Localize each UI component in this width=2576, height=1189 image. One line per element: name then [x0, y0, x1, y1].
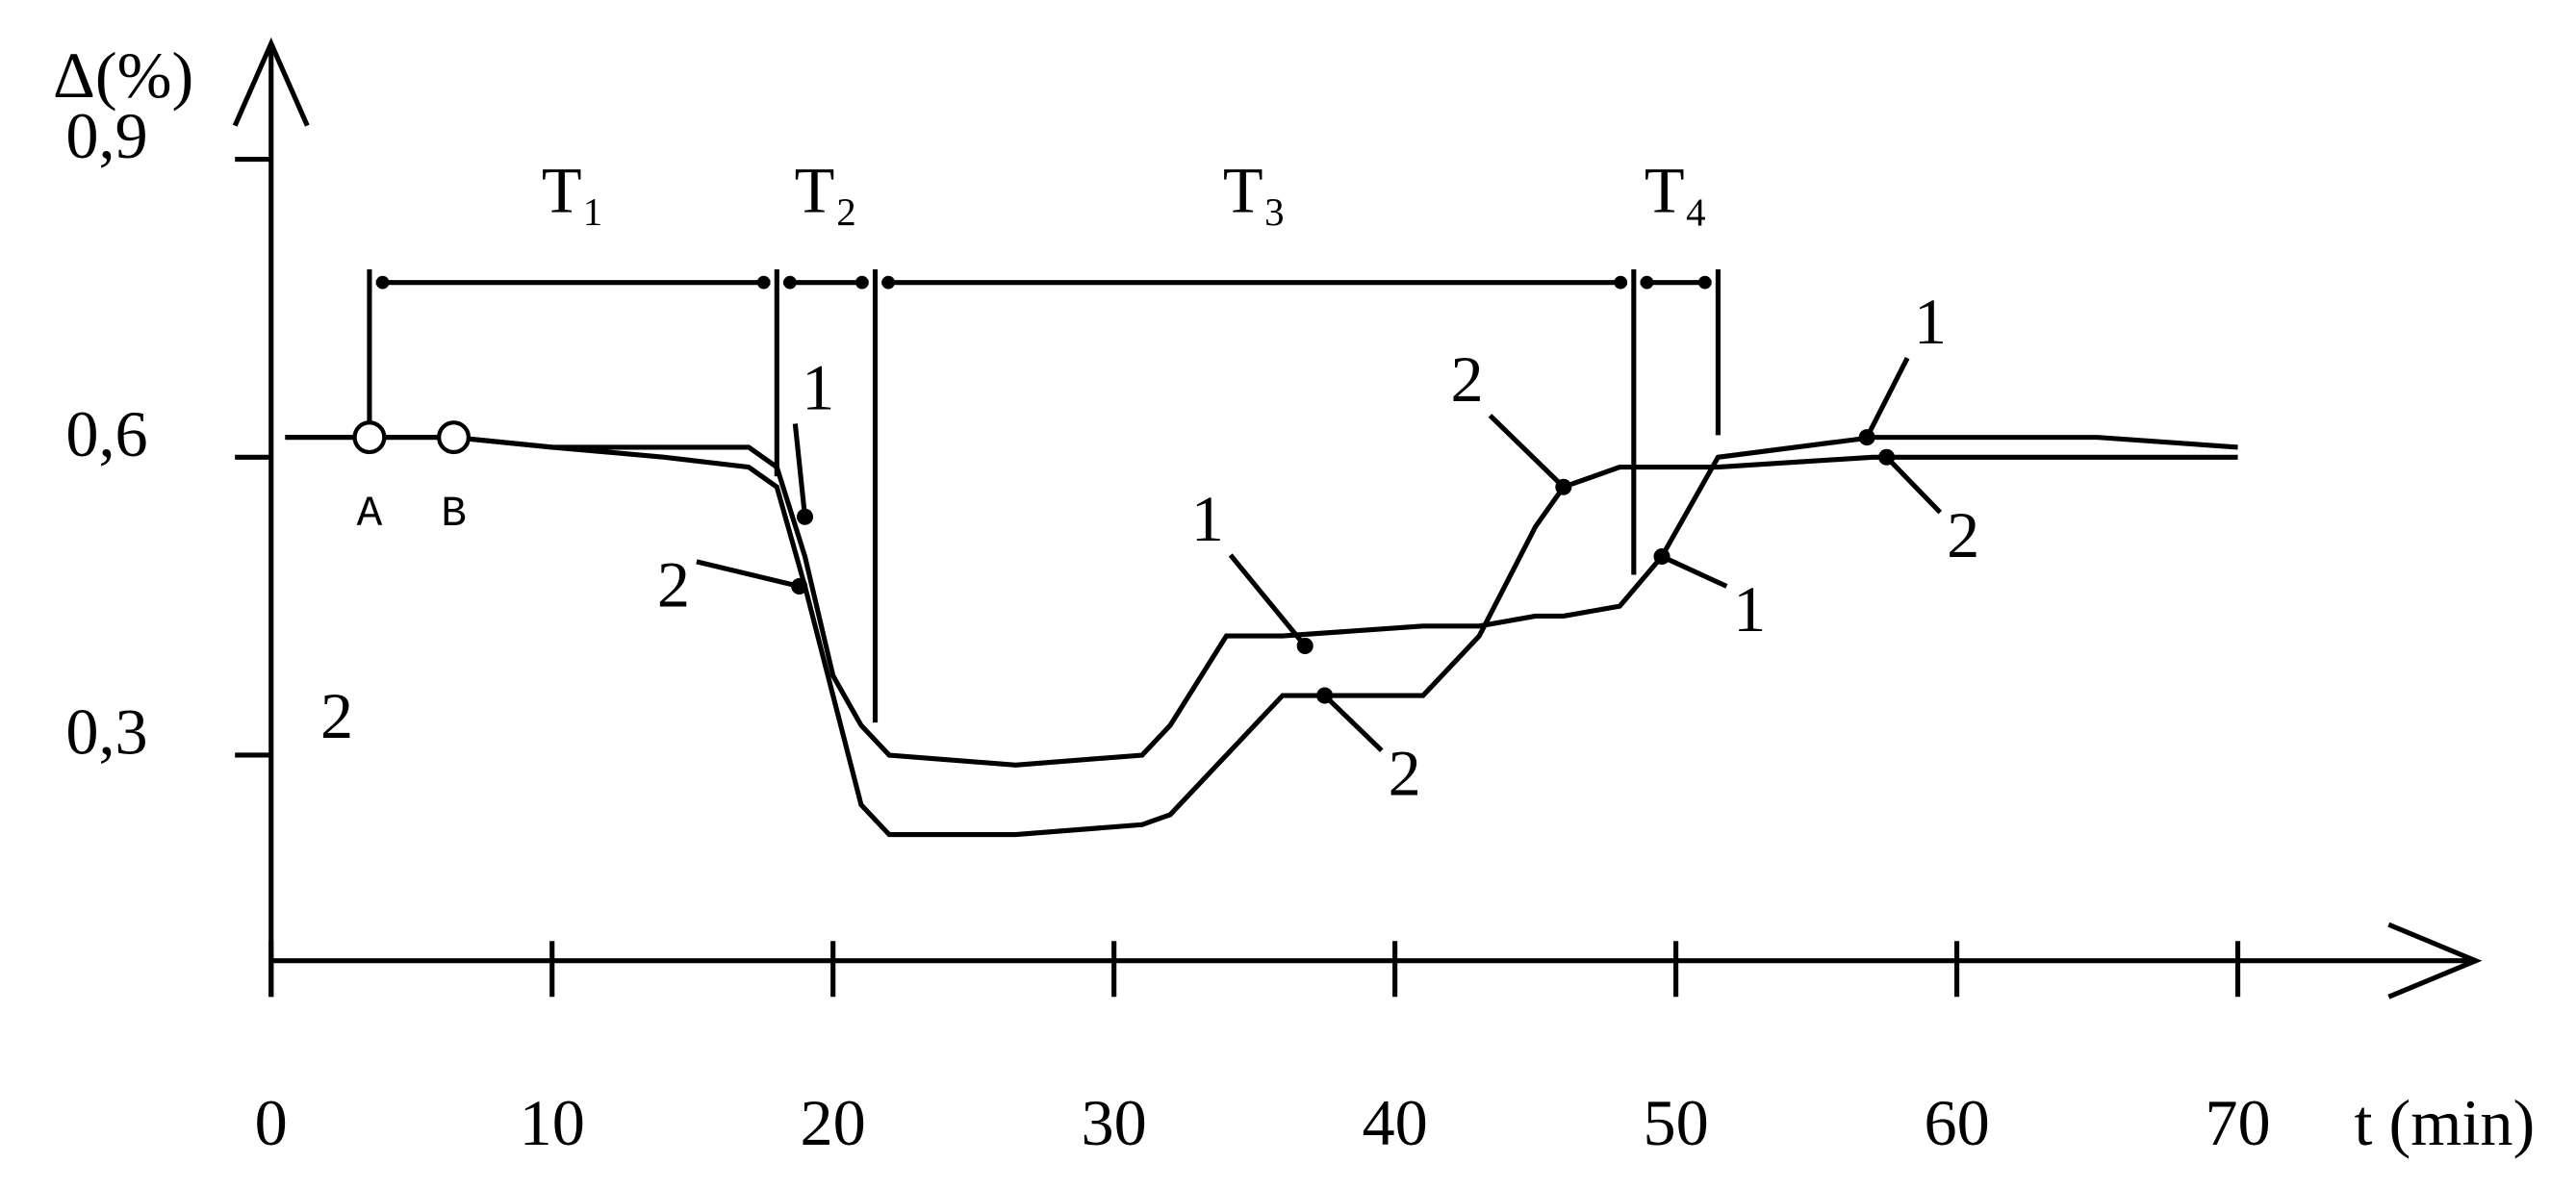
annotation-label: 2	[1947, 498, 1979, 571]
interval-end-dot	[1614, 275, 1627, 290]
annotation-point	[1653, 547, 1671, 566]
x-tick-label: 20	[801, 1086, 866, 1159]
annotation-label: 1	[1191, 482, 1224, 555]
series-line	[285, 435, 2238, 768]
annotation-point	[1316, 687, 1334, 704]
x-tick-label: 50	[1643, 1086, 1708, 1159]
annotation-label: 1	[1914, 285, 1947, 358]
interval-end-dot	[881, 275, 895, 290]
annotation-point	[791, 577, 808, 595]
annotation-leader	[1488, 414, 1566, 490]
interval-end-dot	[855, 275, 869, 290]
marker-label: A	[357, 491, 383, 539]
annotation-leader	[792, 423, 808, 518]
x-tick-label: 60	[1924, 1086, 1989, 1159]
interval-end-dot	[756, 275, 771, 290]
y-axis-label: Δ(%)	[53, 38, 193, 112]
x-tick-label: 70	[2205, 1086, 2270, 1159]
interval-end-dot	[375, 275, 390, 290]
marker	[352, 420, 387, 455]
interval-end-dot	[1697, 275, 1712, 290]
y-axis-arrow	[232, 37, 310, 127]
y-tick-label: 0,6	[65, 397, 147, 470]
interval-label: T₃	[1223, 154, 1287, 227]
x-tick-label: 0	[255, 1086, 288, 1159]
marker-label: B	[441, 491, 467, 539]
interval-label: T₄	[1645, 154, 1708, 227]
interval-label: T₂	[795, 154, 858, 227]
interval-end-dot	[783, 275, 797, 290]
x-axis-arrow	[2387, 922, 2483, 999]
annotation-label: 2	[1451, 342, 1484, 416]
annotation-leader	[1228, 553, 1308, 648]
y-tick-label: 0,9	[65, 99, 147, 172]
x-tick-label: 30	[1082, 1086, 1147, 1159]
note: 2	[320, 679, 353, 752]
annotation-point	[1555, 478, 1572, 495]
annotation-point	[796, 508, 814, 525]
annotation-point	[1858, 429, 1875, 446]
x-axis-label: t (min)	[2355, 1086, 2536, 1159]
annotation-point	[1296, 637, 1314, 654]
annotation-point	[1878, 448, 1896, 466]
interval-label: T₁	[542, 154, 605, 227]
annotation-leader	[1660, 554, 1728, 589]
y-tick-label: 0,3	[65, 696, 147, 769]
marker	[437, 420, 472, 455]
annotation-leader	[696, 559, 801, 589]
annotation-label: 2	[1389, 737, 1421, 810]
annotation-label: 1	[802, 350, 834, 423]
annotation-leader	[1884, 455, 1943, 515]
interval-end-dot	[1640, 275, 1654, 290]
annotation-label: 2	[657, 547, 690, 620]
x-tick-label: 40	[1363, 1086, 1428, 1159]
annotation-leader	[1322, 694, 1384, 753]
annotation-leader	[1864, 357, 1910, 439]
x-tick-label: 10	[520, 1086, 585, 1159]
series-line	[285, 435, 2238, 838]
annotation-label: 1	[1733, 572, 1766, 645]
